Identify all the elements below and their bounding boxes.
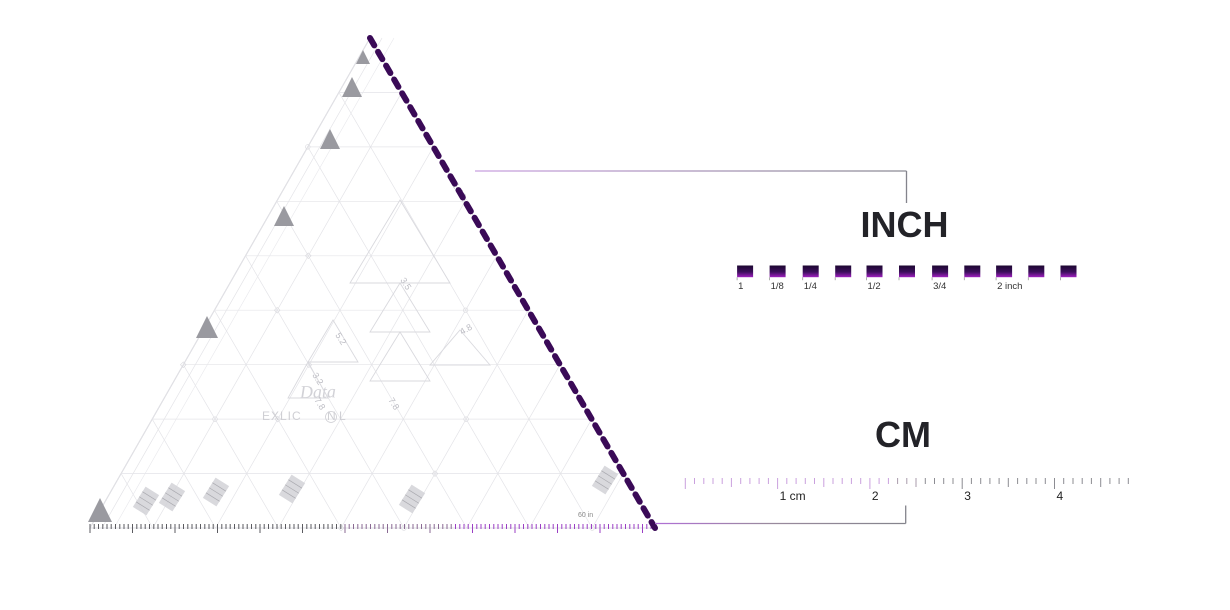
svg-text:1: 1 <box>738 281 743 292</box>
svg-text:2: 2 <box>872 489 879 503</box>
svg-text:CM: CM <box>875 414 931 455</box>
svg-text:3.5: 3.5 <box>398 276 413 292</box>
svg-text:1 cm: 1 cm <box>780 489 806 503</box>
svg-text:3/4: 3/4 <box>933 281 946 292</box>
svg-text:1/8: 1/8 <box>771 281 784 292</box>
svg-text:7.8: 7.8 <box>386 396 401 412</box>
svg-text:N L: N L <box>327 409 346 423</box>
svg-text:INCH: INCH <box>861 204 949 245</box>
svg-text:4.8: 4.8 <box>458 322 474 337</box>
svg-text:2 inch: 2 inch <box>997 281 1022 292</box>
svg-text:EXLIC: EXLIC <box>262 409 302 423</box>
svg-text:60 in: 60 in <box>578 512 593 519</box>
svg-text:1/4: 1/4 <box>804 281 817 292</box>
svg-text:5.2: 5.2 <box>333 331 348 347</box>
svg-text:1/2: 1/2 <box>868 281 881 292</box>
svg-text:4: 4 <box>1057 489 1064 503</box>
svg-text:3: 3 <box>964 489 971 503</box>
